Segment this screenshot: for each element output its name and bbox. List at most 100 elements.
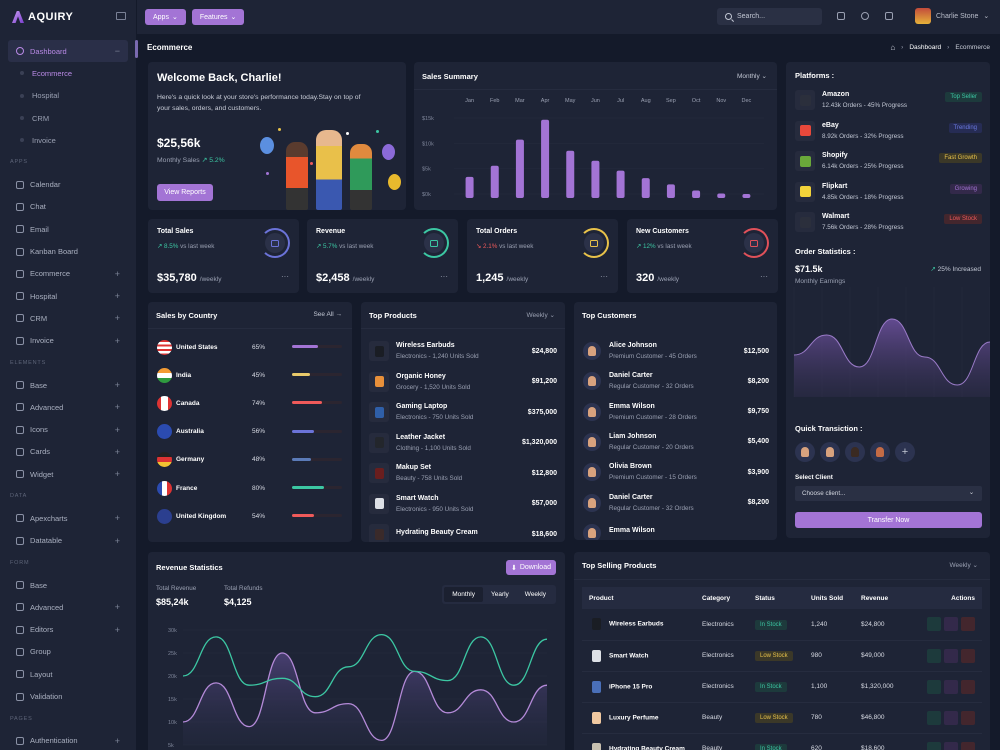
- product-item[interactable]: Gaming Laptop Electronics - 750 Units So…: [369, 401, 557, 423]
- sidebar-sub-invoice[interactable]: Invoice: [8, 129, 128, 151]
- period-dropdown[interactable]: Weekly ⌄: [526, 312, 555, 319]
- country-row[interactable]: Australia 56%: [157, 424, 343, 440]
- more-options-icon[interactable]: ···: [600, 272, 608, 281]
- country-row[interactable]: United Kingdom 54%: [157, 508, 343, 524]
- sidebar-item-authentication[interactable]: Authentication +: [8, 730, 128, 750]
- add-contact-button[interactable]: +: [895, 442, 915, 462]
- sidebar-item-advanced[interactable]: Advanced +: [8, 596, 128, 618]
- more-options-icon[interactable]: ···: [440, 272, 448, 281]
- platform-item[interactable]: Flipkart 4.85k Orders - 18% Progress Gro…: [795, 180, 982, 204]
- expand-icon[interactable]: +: [114, 446, 120, 457]
- sidebar-item-advanced[interactable]: Advanced +: [8, 396, 128, 418]
- product-item[interactable]: Wireless Earbuds Electronics - 1,240 Uni…: [369, 340, 557, 362]
- sidebar-scrollbar[interactable]: [135, 40, 138, 58]
- platform-item[interactable]: Amazon 12.43k Orders - 45% Progress Top …: [795, 88, 982, 112]
- customer-item[interactable]: Emma Wilson Premium Customer - 28 Orders…: [583, 401, 769, 423]
- expand-icon[interactable]: +: [114, 313, 120, 324]
- tab-monthly[interactable]: Monthly: [444, 587, 483, 602]
- platform-item[interactable]: Shopify 6.14k Orders - 25% Progress Fast…: [795, 149, 982, 173]
- expand-icon[interactable]: +: [114, 380, 120, 390]
- sidebar-item-base[interactable]: Base +: [8, 374, 128, 396]
- expand-icon[interactable]: +: [114, 469, 120, 480]
- expand-icon[interactable]: +: [114, 291, 120, 302]
- sidebar-item-chat[interactable]: Chat: [8, 196, 128, 218]
- product-item[interactable]: Organic Honey Grocery - 1,520 Units Sold…: [369, 371, 557, 393]
- country-row[interactable]: France 80%: [157, 480, 343, 496]
- edit-icon[interactable]: [944, 710, 958, 725]
- customer-item[interactable]: Daniel Carter Regular Customer - 32 Orde…: [583, 370, 769, 392]
- customer-item[interactable]: Daniel Carter Regular Customer - 32 Orde…: [583, 492, 769, 514]
- expand-icon[interactable]: +: [114, 402, 120, 413]
- product-item[interactable]: Makup Set Beauty - 758 Units Sold $12,80…: [369, 462, 557, 484]
- tab-yearly[interactable]: Yearly: [490, 591, 509, 598]
- search-input[interactable]: Search...: [717, 8, 822, 25]
- contact-avatar[interactable]: [795, 442, 815, 462]
- breadcrumb-dashboard[interactable]: Dashboard: [909, 43, 942, 51]
- expand-icon[interactable]: +: [114, 513, 120, 524]
- sidebar-item-hospital[interactable]: Hospital +: [8, 285, 128, 307]
- download-button[interactable]: ⬇ Download: [506, 560, 556, 575]
- delete-icon[interactable]: [961, 617, 975, 632]
- sidebar-item-icons[interactable]: Icons +: [8, 418, 128, 440]
- fullscreen-icon[interactable]: [885, 12, 893, 20]
- view-icon[interactable]: [927, 679, 941, 694]
- sidebar-item-validation[interactable]: Validation: [8, 685, 128, 707]
- tab-weekly[interactable]: Weekly: [524, 591, 546, 598]
- more-options-icon[interactable]: ···: [760, 272, 768, 281]
- delete-icon[interactable]: [961, 710, 975, 725]
- customer-item[interactable]: Olivia Brown Premium Customer - 15 Order…: [583, 461, 769, 483]
- sidebar-item-email[interactable]: Email: [8, 218, 128, 240]
- sidebar-item-datatable[interactable]: Datatable +: [8, 530, 128, 552]
- table-row[interactable]: Smart Watch Electronics Low Stock 980 $4…: [582, 640, 982, 672]
- sidebar-sub-ecommerce[interactable]: Ecommerce: [8, 62, 128, 84]
- sidebar-item-base[interactable]: Base: [8, 574, 128, 596]
- column-header-status[interactable]: Status: [755, 587, 811, 609]
- edit-icon[interactable]: [944, 679, 958, 694]
- delete-icon[interactable]: [961, 679, 975, 694]
- sidebar-sub-hospital[interactable]: Hospital: [8, 85, 128, 107]
- sidebar-item-ecommerce[interactable]: Ecommerce +: [8, 263, 128, 285]
- column-header-actions[interactable]: Actions: [916, 587, 982, 609]
- edit-icon[interactable]: [944, 741, 958, 750]
- customer-item[interactable]: Alice Johnson Premium Customer - 45 Orde…: [583, 340, 769, 362]
- customer-item[interactable]: Emma Wilson: [583, 522, 769, 540]
- customer-item[interactable]: Liam Johnson Regular Customer - 20 Order…: [583, 431, 769, 453]
- view-icon[interactable]: [927, 741, 941, 750]
- home-icon[interactable]: ⌂: [890, 42, 896, 52]
- sidebar-item-invoice[interactable]: Invoice +: [8, 330, 128, 352]
- view-icon[interactable]: [927, 617, 941, 632]
- edit-icon[interactable]: [944, 648, 958, 663]
- table-row[interactable]: Hydrating Beauty Cream Beauty In Stock 6…: [582, 733, 982, 750]
- column-header-revenue[interactable]: Revenue: [861, 587, 916, 609]
- apps-menu-button[interactable]: Apps ⌄: [145, 9, 186, 25]
- settings-icon[interactable]: [861, 12, 869, 20]
- view-icon[interactable]: [927, 648, 941, 663]
- expand-icon[interactable]: +: [114, 602, 120, 613]
- sidebar-item-layout[interactable]: Layout: [8, 663, 128, 685]
- column-header-units-sold[interactable]: Units Sold: [811, 587, 861, 609]
- sidebar-item-dashboard[interactable]: Dashboard −: [8, 40, 128, 63]
- expand-icon[interactable]: +: [114, 535, 120, 546]
- column-header-product[interactable]: Product: [582, 587, 702, 609]
- expand-icon[interactable]: +: [114, 335, 120, 346]
- country-row[interactable]: Canada 74%: [157, 395, 343, 411]
- collapse-icon[interactable]: −: [114, 46, 120, 57]
- sidebar-item-widget[interactable]: Widget +: [8, 463, 128, 485]
- sidebar-item-cards[interactable]: Cards +: [8, 441, 128, 463]
- product-item[interactable]: Hydrating Beauty Cream $18,600: [369, 523, 557, 542]
- transfer-now-button[interactable]: Transfer Now: [795, 512, 982, 528]
- user-menu[interactable]: Charlie Stone ⌄: [915, 8, 989, 24]
- table-row[interactable]: Wireless Earbuds Electronics In Stock 1,…: [582, 609, 982, 641]
- view-icon[interactable]: [927, 710, 941, 725]
- column-header-category[interactable]: Category: [702, 587, 755, 609]
- country-row[interactable]: United States 65%: [157, 339, 343, 355]
- period-dropdown[interactable]: Monthly ⌄: [736, 73, 767, 80]
- calendar-icon[interactable]: [837, 12, 845, 20]
- sidebar-item-crm[interactable]: CRM +: [8, 307, 128, 329]
- view-reports-button[interactable]: View Reports: [157, 184, 213, 201]
- sidebar-item-editors[interactable]: Editors +: [8, 619, 128, 641]
- sidebar-item-apexcharts[interactable]: Apexcharts +: [8, 507, 128, 529]
- edit-icon[interactable]: [944, 617, 958, 632]
- more-options-icon[interactable]: ···: [281, 272, 289, 281]
- expand-icon[interactable]: +: [114, 624, 120, 635]
